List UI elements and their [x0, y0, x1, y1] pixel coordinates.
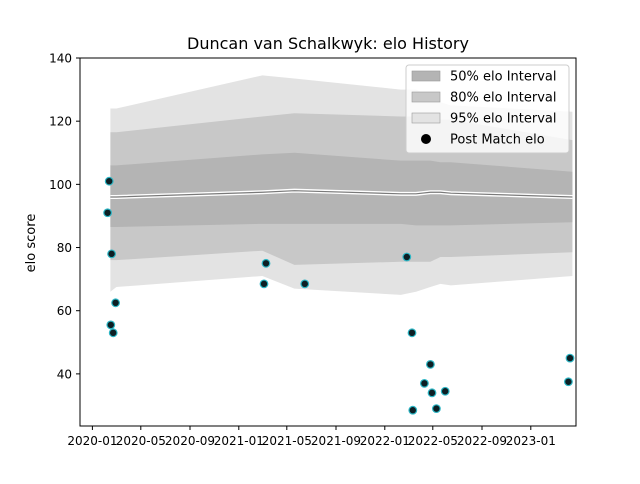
- data-point: [408, 405, 418, 415]
- x-tick-label: 2021-01: [214, 434, 264, 448]
- mean-elo-line: [110, 188, 573, 199]
- legend-swatch: [411, 112, 441, 124]
- data-point: [300, 279, 310, 289]
- data-point: [564, 377, 573, 387]
- legend-label: 50% elo Interval: [450, 70, 557, 85]
- data-point: [402, 252, 412, 262]
- y-tick-label: 80: [57, 241, 72, 255]
- data-point: [106, 320, 116, 330]
- plot-frame: [79, 57, 577, 427]
- data-point: [420, 378, 429, 388]
- data-point: [107, 249, 116, 259]
- x-tick-label: 2022-09: [457, 434, 507, 448]
- legend-marker: [421, 134, 431, 144]
- y-tick-label: 60: [57, 304, 72, 318]
- x-tick-label: 2022-05: [408, 434, 458, 448]
- x-tick-label: 2020-05: [116, 434, 166, 448]
- legend-label: 80% elo Interval: [450, 91, 557, 106]
- data-point: [407, 328, 417, 338]
- data-point: [432, 404, 441, 414]
- y-tick-label: 140: [49, 52, 72, 66]
- x-tick-label: 2022-01: [360, 434, 410, 448]
- x-tick-label: 2020-09: [165, 434, 215, 448]
- data-point: [103, 208, 112, 218]
- legend-box: [405, 64, 570, 154]
- data-point: [565, 353, 575, 363]
- x-tick-label: 2021-05: [262, 434, 312, 448]
- y-tick-label: 120: [49, 115, 72, 129]
- band-50-interval: [110, 152, 573, 227]
- data-point: [104, 176, 114, 186]
- data-point: [108, 328, 118, 338]
- x-tick-label: 2023-01: [506, 434, 556, 448]
- legend-label: Post Match elo: [450, 133, 545, 148]
- mean-line: [110, 190, 573, 198]
- y-axis-label: elo score: [24, 214, 39, 273]
- legend-swatch: [411, 70, 441, 82]
- y-tick-label: 100: [49, 178, 72, 192]
- chart-title: Duncan van Schalkwyk: elo History: [187, 34, 469, 53]
- data-point: [111, 298, 120, 308]
- data-point: [261, 258, 271, 268]
- x-tick-label: 2020-01: [67, 434, 117, 448]
- data-point: [440, 386, 450, 396]
- y-tick-label: 40: [57, 367, 72, 381]
- legend-label: 95% elo Interval: [450, 112, 557, 127]
- data-point: [427, 388, 437, 398]
- x-tick-label: 2021-09: [311, 434, 361, 448]
- data-point: [426, 360, 435, 369]
- post-match-points: [103, 176, 575, 415]
- legend: 50% elo Interval 80% elo Interval 95% elo …: [405, 64, 570, 154]
- legend-swatch: [411, 91, 441, 103]
- data-point: [259, 279, 269, 289]
